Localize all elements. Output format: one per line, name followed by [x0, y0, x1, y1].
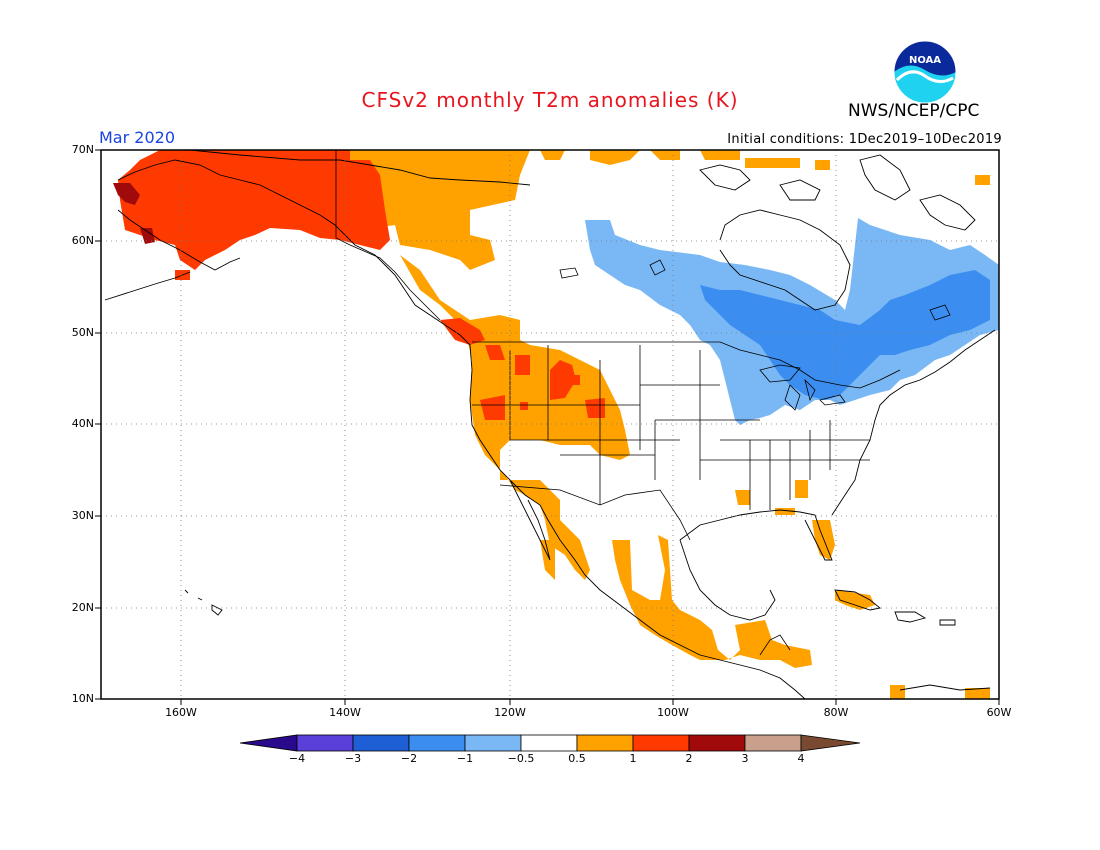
colorbar-label: −0.5 [507, 752, 535, 765]
colorbar-segment-1-2 [632, 734, 690, 752]
agency-label: NWS/NCEP/CPC [848, 101, 980, 121]
initial-conditions: Initial conditions: 1Dec2019–10Dec2019 [727, 132, 1002, 147]
map-title: CFSv2 monthly T2m anomalies (K) [361, 88, 739, 112]
warm-anomaly-2-3-region [113, 183, 155, 244]
colorbar-label: −1 [456, 752, 474, 765]
lat-label-20n: 20N [71, 601, 94, 614]
colorbar-label: −2 [400, 752, 418, 765]
colorbar-label: −3 [344, 752, 362, 765]
colorbar-segment-05-1 [576, 734, 634, 752]
colorbar-label: 4 [797, 752, 805, 765]
colorbar-label: 1 [629, 752, 637, 765]
colorbar [239, 734, 861, 752]
lon-label-60w: 60W [986, 706, 1012, 719]
coastlines [104, 150, 996, 699]
forecast-month: Mar 2020 [99, 128, 175, 147]
lon-label-80w: 80W [823, 706, 849, 719]
noaa-logo-text: NOAA [909, 55, 941, 66]
lon-label-100w: 100W [657, 706, 689, 719]
colorbar-segment-neutral [520, 734, 578, 752]
lat-label-70n: 70N [71, 143, 94, 156]
colorbar-label: −4 [288, 752, 306, 765]
colorbar-segment-3-2 [352, 734, 410, 752]
lon-label-140w: 140W [329, 706, 361, 719]
noaa-logo-icon: NOAA [893, 40, 957, 104]
colorbar-label: 0.5 [568, 752, 586, 765]
colorbar-segment-2-3 [688, 734, 746, 752]
lon-label-120w: 120W [494, 706, 526, 719]
colorbar-segment-lt-4 [239, 734, 298, 752]
colorbar-segment-1-05 [464, 734, 522, 752]
colorbar-segment-gt-4 [800, 734, 861, 752]
colorbar-segment-4-3 [296, 734, 354, 752]
lat-label-60n: 60N [71, 234, 94, 247]
lon-label-160w: 160W [165, 706, 197, 719]
lat-label-30n: 30N [71, 509, 94, 522]
cool-anomaly-1-2-region [700, 270, 990, 400]
colorbar-segment-2-1 [408, 734, 466, 752]
axis-ticks [95, 149, 1000, 705]
lat-label-10n: 10N [71, 692, 94, 705]
colorbar-segment-3-4 [744, 734, 802, 752]
political-borders [335, 150, 901, 656]
colorbar-label: 3 [741, 752, 749, 765]
lat-label-40n: 40N [71, 417, 94, 430]
lat-label-50n: 50N [71, 326, 94, 339]
colorbar-label: 2 [685, 752, 693, 765]
warm-anomaly-1-2-region [118, 150, 605, 420]
lakes [559, 259, 951, 411]
